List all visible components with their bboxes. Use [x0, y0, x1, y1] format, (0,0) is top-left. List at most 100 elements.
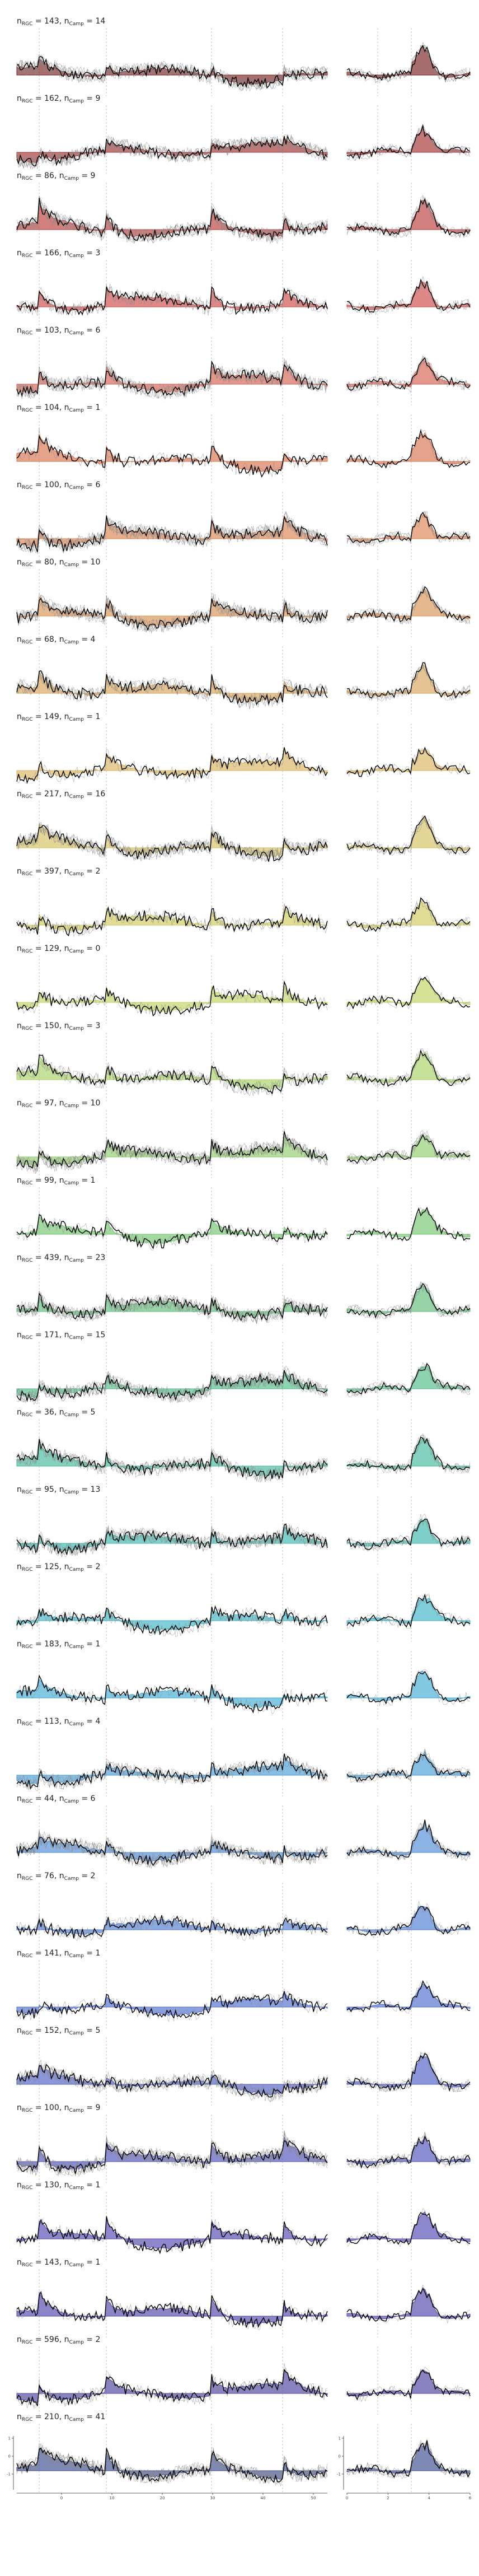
panel-4: nRGC = 166, nCamp = 3 [16, 249, 471, 328]
model-step-trace [346, 1206, 471, 1242]
panel-title: nRGC = 80, nCamp = 10 [17, 558, 100, 568]
title-sub-camp: Camp [64, 1103, 79, 1109]
panel-title: nRGC = 150, nCamp = 3 [17, 1021, 100, 1032]
model-step-trace [346, 1436, 471, 1472]
title-sub-camp: Camp [64, 640, 79, 645]
x-tick-label: 0 [346, 2496, 348, 2500]
panel-title: nRGC = 99, nCamp = 1 [17, 1176, 95, 1186]
individual-trace [16, 1757, 328, 1791]
title-camp-count: = 10 [79, 558, 100, 567]
title-sub-rgc: RGC [22, 1180, 33, 1186]
title-camp-count: = 15 [84, 1331, 105, 1340]
x-tick-label: 2 [387, 2496, 389, 2500]
panel-title: nRGC = 217, nCamp = 16 [17, 790, 105, 800]
individual-trace [16, 195, 328, 244]
title-n: n [17, 1485, 22, 1494]
individual-step-trace [346, 1981, 471, 2014]
individual-trace [16, 1058, 328, 1096]
title-camp-count: = 1 [79, 1176, 96, 1185]
title-sub-camp: Camp [69, 2417, 84, 2423]
model-step-trace [346, 1518, 471, 1550]
title-n: n [17, 1949, 22, 1958]
model-trace [16, 1131, 328, 1169]
panel-title: nRGC = 86, nCamp = 9 [17, 171, 95, 181]
title-sub-rgc: RGC [22, 1103, 33, 1109]
individual-trace [16, 903, 328, 937]
panel-29: nRGC = 130, nCamp = 1 [16, 2181, 471, 2260]
title-n: n [64, 867, 69, 876]
individual-step-trace [346, 1819, 471, 1861]
title-n: n [64, 17, 69, 26]
individual-step-trace [346, 128, 471, 161]
individual-step-trace [346, 276, 471, 315]
title-n: n [59, 1099, 64, 1108]
title-rgc-count: = 68, [32, 635, 59, 644]
individual-step-trace [346, 2284, 471, 2323]
title-sub-camp: Camp [69, 1335, 84, 1341]
model-trace [16, 2447, 328, 2484]
title-rgc-count: = 125, [32, 1562, 64, 1571]
model-trace [16, 515, 328, 552]
title-camp-count: = 16 [84, 790, 106, 799]
title-n: n [64, 790, 69, 799]
individual-trace [16, 1368, 328, 1403]
title-sub-camp: Camp [69, 253, 84, 259]
y-tick-label: 1 [8, 2437, 11, 2441]
title-sub-camp: Camp [69, 485, 84, 491]
title-sub-camp: Camp [69, 949, 84, 954]
title-sub-rgc: RGC [22, 562, 33, 568]
title-camp-count: = 23 [84, 1253, 105, 1262]
model-trace [16, 1214, 328, 1249]
individual-step-trace [346, 510, 471, 545]
individual-trace [16, 362, 328, 399]
title-sub-rgc: RGC [22, 1567, 33, 1572]
model-step-trace [346, 746, 471, 777]
title-sub-rgc: RGC [22, 1490, 33, 1495]
panel-12: nRGC = 397, nCamp = 2 [16, 867, 471, 946]
model-step-trace [346, 1134, 471, 1164]
title-sub-rgc: RGC [22, 2417, 33, 2423]
panel-28: nRGC = 100, nCamp = 9 [16, 2103, 471, 2183]
title-sub-rgc: RGC [22, 2262, 33, 2268]
panel-19: nRGC = 36, nCamp = 5 [16, 1408, 471, 1487]
title-sub-rgc: RGC [22, 176, 33, 181]
individual-step-trace [346, 2367, 471, 2402]
title-sub-rgc: RGC [22, 949, 33, 954]
individual-trace [16, 1137, 328, 1171]
title-camp-count: = 1 [84, 2181, 101, 2190]
title-n: n [17, 1794, 22, 1803]
title-n: n [17, 1176, 22, 1185]
mean-response-area [16, 908, 328, 932]
individual-step-trace [346, 667, 471, 702]
panel-14: nRGC = 150, nCamp = 3 [16, 1021, 471, 1101]
individual-step-trace [346, 1748, 471, 1784]
panel-2: nRGC = 162, nCamp = 9 [16, 94, 471, 174]
mean-response-area [16, 1678, 328, 1709]
step-response-area [346, 665, 471, 697]
step-response-area [346, 589, 471, 619]
title-n: n [64, 1717, 69, 1726]
title-sub-camp: Camp [69, 2031, 84, 2036]
title-n: n [17, 403, 22, 412]
individual-trace [16, 1528, 328, 1558]
title-n: n [17, 326, 22, 335]
individual-trace [16, 748, 328, 783]
panel-title: nRGC = 76, nCamp = 2 [17, 1872, 95, 1882]
title-n: n [59, 171, 64, 180]
individual-step-trace [346, 1435, 471, 1474]
panel-title: nRGC = 44, nCamp = 6 [17, 1794, 96, 1804]
step-response-area [346, 1670, 471, 1701]
title-rgc-count: = 113, [32, 1717, 64, 1726]
model-trace [16, 1991, 328, 2020]
title-n: n [17, 1099, 22, 1108]
title-n: n [64, 480, 69, 489]
individual-step-trace [346, 1132, 471, 1165]
title-n: n [17, 1021, 22, 1030]
x-tick-label: 6 [469, 2496, 472, 2500]
title-camp-count: = 0 [84, 944, 101, 953]
title-n: n [17, 1640, 22, 1649]
model-step-trace [346, 586, 471, 623]
model-step-trace [346, 662, 471, 699]
panel-title: nRGC = 152, nCamp = 5 [17, 2026, 100, 2036]
model-trace [16, 1605, 328, 1635]
